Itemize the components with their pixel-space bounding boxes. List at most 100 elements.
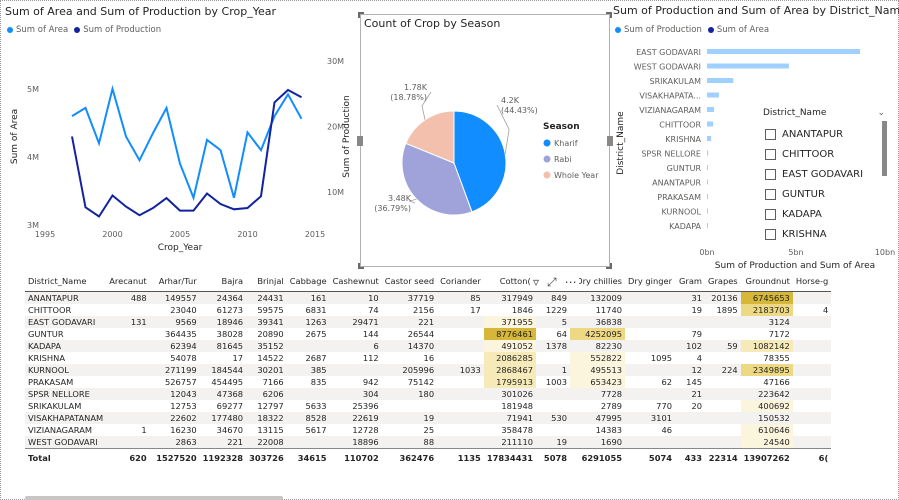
table-cell <box>705 424 741 436</box>
matrix-table-visual[interactable]: District_Name Arecanut Arhar/Tur Bajra Brinj… <box>25 271 899 497</box>
checkbox-icon[interactable] <box>765 208 776 220</box>
column-header[interactable]: Arecanut <box>106 271 150 292</box>
checkbox-icon[interactable] <box>765 168 776 180</box>
table-row[interactable]: WEST GODAVARI 2863 221 22008 18896 88 211110 19… <box>25 435 832 448</box>
bar-chart-visual[interactable]: Sum of Production and Sum of Area by Dis… <box>613 3 899 271</box>
table-cell: 69277 <box>216 400 244 411</box>
filter-icon[interactable]: ▿ <box>533 275 540 289</box>
line-chart-visual[interactable]: Sum of Area and Sum of Production by Cro… <box>3 3 355 261</box>
table-row[interactable]: KURNOOL 271199 184544 30201 385 205996 1033 286… <box>25 363 832 376</box>
table-horizontal-scrollbar[interactable] <box>25 496 283 500</box>
table-cell: 6831 <box>305 304 327 315</box>
resize-handle-top-right[interactable] <box>606 12 612 18</box>
table-row[interactable]: SRIKAKULAM 12753 69277 12797 5633 25396 181948… <box>25 399 831 412</box>
column-header[interactable]: Gram <box>675 271 706 292</box>
column-header[interactable]: Bajra <box>199 271 247 292</box>
table-cell: 39341 <box>246 315 287 328</box>
column-header[interactable]: Horse-g <box>792 271 832 292</box>
table-row[interactable]: KADAPA 62394 81645 35152 6 14370 491052 1378 822… <box>25 339 832 352</box>
column-header[interactable]: District_Name <box>25 271 107 292</box>
table-cell: 19 <box>691 304 703 315</box>
column-header[interactable]: Cabbage <box>286 271 330 292</box>
table-cell: 1795913 <box>483 375 537 388</box>
table-cell: 61273 <box>216 304 244 315</box>
table-cell <box>106 376 149 388</box>
table-cell: 12728 <box>352 424 379 435</box>
slicer-option[interactable]: ANANTAPUR <box>757 124 891 144</box>
focus-mode-icon[interactable]: ⤢ <box>547 275 557 289</box>
row-label: ANANTAPUR <box>25 291 107 304</box>
resize-handle-bottom-right[interactable] <box>606 263 612 269</box>
y2-axis-title: Sum of Production <box>342 95 352 177</box>
checkbox-icon[interactable] <box>765 188 776 200</box>
resize-handle-bottom-left[interactable] <box>358 263 364 269</box>
table-cell: 488 <box>106 291 150 304</box>
table-row[interactable]: CHITTOOR 23040 61273 59575 6831 74 2156 17 1846 1… <box>25 303 831 316</box>
more-options-icon[interactable]: ⋯ <box>564 275 577 289</box>
legend-label: Sum of Production <box>624 25 702 35</box>
table-cell: 942 <box>362 376 379 387</box>
table-cell: 6206 <box>246 387 287 400</box>
slicer-option[interactable]: GUNTUR <box>757 184 891 204</box>
column-header[interactable]: Dry ginger <box>625 271 676 292</box>
table-cell <box>625 315 676 328</box>
column-header[interactable]: Cashewnut <box>329 271 382 292</box>
resize-handle-right[interactable] <box>607 136 613 146</box>
slicer-option-label: CHITTOOR <box>782 148 835 160</box>
table-row[interactable]: KRISHNA 54078 17 14522 2687 112 16 2086285 55282… <box>25 351 831 364</box>
pie-chart-visual[interactable]: Count of Crop by Season 4.2K (44.43%) 3.48… <box>357 12 613 269</box>
slicer-scrollbar[interactable] <box>882 121 887 176</box>
table-row[interactable]: SPSR NELLORE 12043 47368 6206 304 180 301026 77… <box>25 387 832 400</box>
slicer-option[interactable]: KADAPA <box>757 204 891 224</box>
column-header[interactable]: Cotton(l <box>483 271 537 292</box>
row-label: SPSR NELLORE <box>25 387 107 400</box>
column-header[interactable]: Grapes <box>705 271 741 292</box>
table-cell <box>437 411 484 424</box>
bar-legend-item[interactable]: Sum of Area <box>707 25 769 35</box>
table-cell: 64 <box>556 328 568 339</box>
chevron-down-icon[interactable]: ⌄ <box>877 108 885 118</box>
table-row[interactable]: VISAKHAPATANAM 22602 177480 18322 8528 22619 1… <box>25 411 832 424</box>
table-cell: 74 <box>368 304 379 315</box>
total-label: Total <box>25 447 107 467</box>
slicer-option[interactable]: EAST GODAVARI <box>757 164 891 184</box>
line-legend-item[interactable]: Sum of Area <box>7 25 68 35</box>
slicer-option[interactable]: KRISHNA <box>757 224 891 244</box>
table-row[interactable]: VIZIANAGARAM 1 16230 34670 13115 5617 12728 25 3… <box>25 423 831 436</box>
column-header[interactable]: Castor seed <box>381 271 438 292</box>
line-legend-item[interactable]: Sum of Production <box>74 25 161 35</box>
resize-handle-left[interactable] <box>357 136 363 146</box>
table-cell: 54078 <box>170 352 197 363</box>
slicer-option[interactable]: CHITTOOR <box>757 144 891 164</box>
table-cell: 364435 <box>164 328 197 339</box>
table-row[interactable]: ANANTAPUR 488 149557 24364 24431 161 10 37719 85… <box>25 291 832 304</box>
table-cell <box>625 328 675 340</box>
bar-legend-item[interactable]: Sum of Production <box>615 25 702 35</box>
resize-handle-top-left[interactable] <box>358 12 364 18</box>
table-row[interactable]: EAST GODAVARI 131 9569 18946 39341 1263 29471 2… <box>25 315 832 328</box>
column-header[interactable]: Coriander <box>437 271 484 292</box>
column-header[interactable]: Brinjal <box>246 271 287 292</box>
table-cell: 4 <box>822 304 829 315</box>
district-slicer[interactable]: District_Name ⌄ ANANTAPUR CHITTOOR EAST GO… <box>757 104 891 242</box>
checkbox-icon[interactable] <box>765 128 776 140</box>
table-cell: 5633 <box>305 400 327 411</box>
table-cell: 849 <box>536 291 571 304</box>
column-header[interactable]: Arhar/Tur <box>149 271 200 292</box>
column-header[interactable]: Groundnut <box>740 271 793 292</box>
table-row[interactable]: GUNTUR 364435 38028 20890 2675 144 26544 877646… <box>25 327 831 340</box>
table-cell <box>536 400 570 412</box>
table-cell <box>625 291 676 304</box>
checkbox-icon[interactable] <box>765 148 776 160</box>
table-cell: 1846 <box>511 304 534 315</box>
pie-slice-rabi <box>401 142 473 216</box>
checkbox-icon[interactable] <box>765 228 776 240</box>
table-cell: 770 <box>656 400 673 411</box>
table-cell: 12753 <box>170 400 197 411</box>
table-cell <box>792 363 832 376</box>
column-header[interactable]: Dry chillies <box>570 271 626 292</box>
table-row[interactable]: PRAKASAM 526757 454495 7166 835 942 75142 17959… <box>25 375 831 388</box>
table-cell: 358478 <box>501 424 534 435</box>
table-cell: 1003 <box>545 376 568 387</box>
x-tick-label: 2015 <box>305 230 325 239</box>
